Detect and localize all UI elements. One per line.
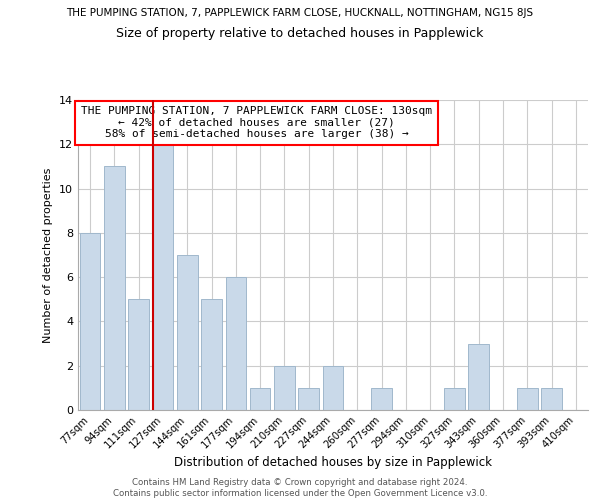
Text: THE PUMPING STATION, 7 PAPPLEWICK FARM CLOSE: 130sqm
← 42% of detached houses ar: THE PUMPING STATION, 7 PAPPLEWICK FARM C…: [81, 106, 432, 140]
Bar: [371, 388, 392, 410]
Bar: [226, 277, 246, 410]
Bar: [298, 388, 319, 410]
Bar: [104, 166, 125, 410]
Text: THE PUMPING STATION, 7, PAPPLEWICK FARM CLOSE, HUCKNALL, NOTTINGHAM, NG15 8JS: THE PUMPING STATION, 7, PAPPLEWICK FARM …: [67, 8, 533, 18]
Bar: [177, 255, 197, 410]
Bar: [444, 388, 465, 410]
Bar: [152, 144, 173, 410]
Bar: [274, 366, 295, 410]
Bar: [541, 388, 562, 410]
Bar: [250, 388, 271, 410]
X-axis label: Distribution of detached houses by size in Papplewick: Distribution of detached houses by size …: [174, 456, 492, 469]
Bar: [469, 344, 489, 410]
Bar: [517, 388, 538, 410]
Text: Contains HM Land Registry data © Crown copyright and database right 2024.
Contai: Contains HM Land Registry data © Crown c…: [113, 478, 487, 498]
Bar: [201, 300, 222, 410]
Bar: [80, 233, 100, 410]
Bar: [128, 300, 149, 410]
Bar: [323, 366, 343, 410]
Y-axis label: Number of detached properties: Number of detached properties: [43, 168, 53, 342]
Text: Size of property relative to detached houses in Papplewick: Size of property relative to detached ho…: [116, 28, 484, 40]
